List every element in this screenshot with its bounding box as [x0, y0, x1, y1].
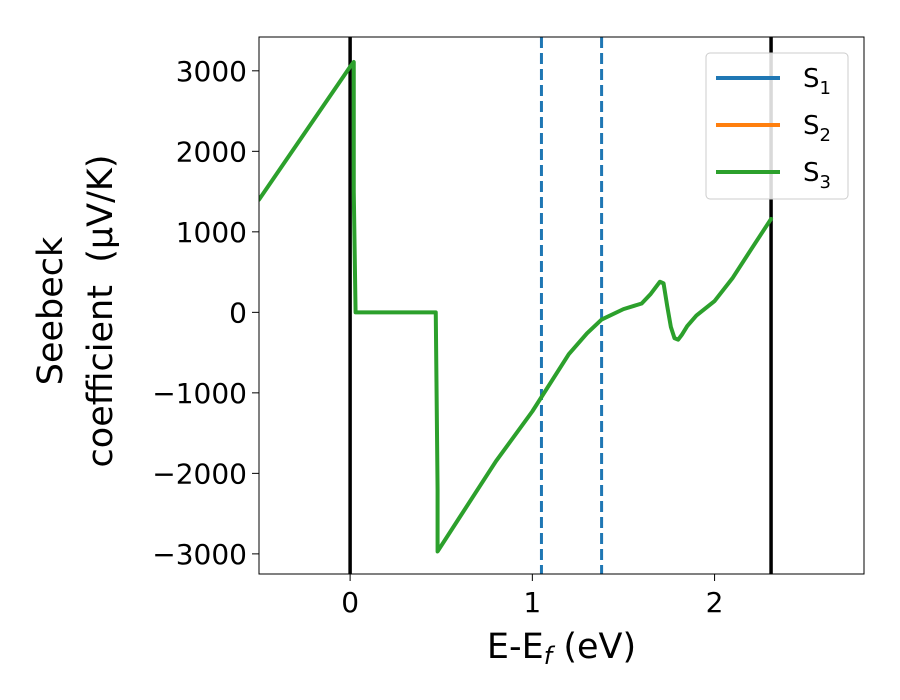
plot-area [259, 37, 774, 574]
plot-frame [258, 36, 865, 575]
y-axis-label: Seebeck coefficient (μV/K) [31, 155, 121, 468]
legend-label-1: S1 [803, 64, 831, 99]
ticks-layer: 0 1 2 3000 2000 1000 0 −1000 −2000 −3000 [152, 55, 723, 619]
x-axis-label-rest: (eV) [552, 627, 636, 667]
x-axis-label: E-Ef (eV) [487, 627, 636, 670]
y-tick-label: −2000 [152, 457, 247, 490]
legend-label-2: S2 [803, 111, 831, 146]
x-tick-label: 2 [706, 586, 724, 619]
legend: S1 S2 S3 [705, 52, 849, 200]
y-tick-label: 0 [229, 296, 247, 329]
x-tick-label: 0 [341, 586, 359, 619]
y-axis-label-line2: coefficient (μV/K) [81, 155, 121, 468]
y-tick-label: −3000 [152, 538, 247, 571]
series-line-0 [259, 59, 774, 554]
x-tick-label: 1 [523, 586, 541, 619]
plot-layer [259, 37, 774, 574]
y-tick-label: 2000 [176, 135, 247, 168]
y-tick-label: 1000 [176, 216, 247, 249]
y-axis-label-line1: Seebeck [31, 236, 71, 385]
y-tick-label: 3000 [176, 55, 247, 88]
y-tick-label: −1000 [152, 377, 247, 410]
legend-label-3: S3 [803, 158, 831, 193]
x-axis-label-base: E-E [487, 627, 544, 667]
